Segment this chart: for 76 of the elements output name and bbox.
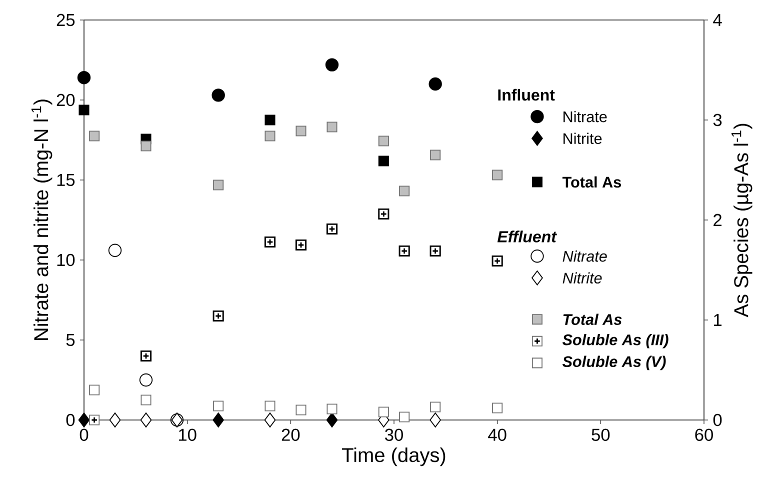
x-tick-label: 30 (385, 428, 403, 441)
point (492, 255, 503, 267)
point (264, 236, 276, 248)
legend-label: Nitrite (562, 272, 602, 284)
point (89, 130, 100, 142)
point (398, 245, 410, 257)
x-tick-label: 10 (179, 428, 196, 441)
legend-label: Nitrate (564, 110, 607, 122)
point (89, 384, 100, 396)
point (326, 122, 338, 132)
x-tick-label: 0 (80, 428, 88, 441)
point (492, 170, 503, 180)
point (378, 208, 390, 220)
point (212, 412, 224, 428)
annotation: Influent (498, 88, 555, 101)
point (78, 104, 90, 116)
point (78, 412, 90, 428)
point (264, 400, 276, 412)
x-axis-title: Time (days) (342, 447, 446, 466)
point (326, 223, 338, 235)
point (296, 126, 306, 136)
point (108, 244, 122, 257)
point (430, 402, 441, 412)
point (378, 406, 389, 418)
y-tick-label: 0 (66, 414, 75, 426)
point (430, 412, 441, 428)
x-tick-label: 40 (488, 428, 506, 441)
point (264, 412, 276, 428)
point (378, 156, 389, 166)
legend-label: Nitrite (564, 132, 602, 144)
point (428, 77, 442, 91)
legend-label: Soluble As (III) (562, 334, 668, 348)
y-axis-title: Nitrate and nitrite (mg-N l$^{-1}$) (31, 100, 52, 340)
y2-tick-label: 2 (714, 214, 722, 226)
y-tick-label: 15 (57, 174, 75, 186)
point (296, 404, 306, 416)
point (264, 114, 276, 126)
y2-tick-label: 1 (714, 314, 722, 326)
point (378, 136, 389, 146)
y-tick-label: 25 (56, 14, 75, 26)
legend-label: Total As (562, 176, 621, 188)
legend-label: Soluble As (V) (562, 356, 666, 370)
point (140, 412, 152, 428)
point (139, 373, 153, 387)
y-tick-label: 10 (57, 254, 75, 266)
point (295, 239, 307, 251)
point (77, 70, 91, 84)
point (109, 412, 121, 428)
point (430, 245, 441, 257)
y2-tick-label: 0 (713, 414, 722, 426)
x-tick-label: 50 (592, 428, 610, 441)
y-tick-label: 5 (66, 334, 75, 346)
point (492, 402, 503, 414)
y-tick-label: 20 (56, 94, 75, 106)
legend-label: Nitrate (562, 250, 607, 262)
y2-axis-title: As Species (µg-As l$^{-1}$) (732, 124, 752, 318)
point (140, 350, 152, 362)
y2-tick-label: 4 (713, 14, 722, 26)
point (213, 180, 224, 190)
point (212, 88, 225, 102)
legend-label: Total As (563, 314, 622, 325)
point (213, 400, 224, 412)
point (140, 140, 152, 152)
annotation: Effluent (497, 230, 557, 242)
y2-tick-label: 3 (713, 114, 722, 126)
point (399, 186, 410, 196)
point (264, 130, 276, 142)
point (325, 58, 339, 72)
point (326, 404, 338, 414)
point (326, 412, 338, 428)
point (399, 412, 410, 422)
x-tick-label: 60 (695, 428, 713, 441)
point (430, 150, 441, 160)
point (212, 310, 224, 322)
x-tick-label: 20 (282, 428, 300, 441)
point (140, 394, 152, 406)
